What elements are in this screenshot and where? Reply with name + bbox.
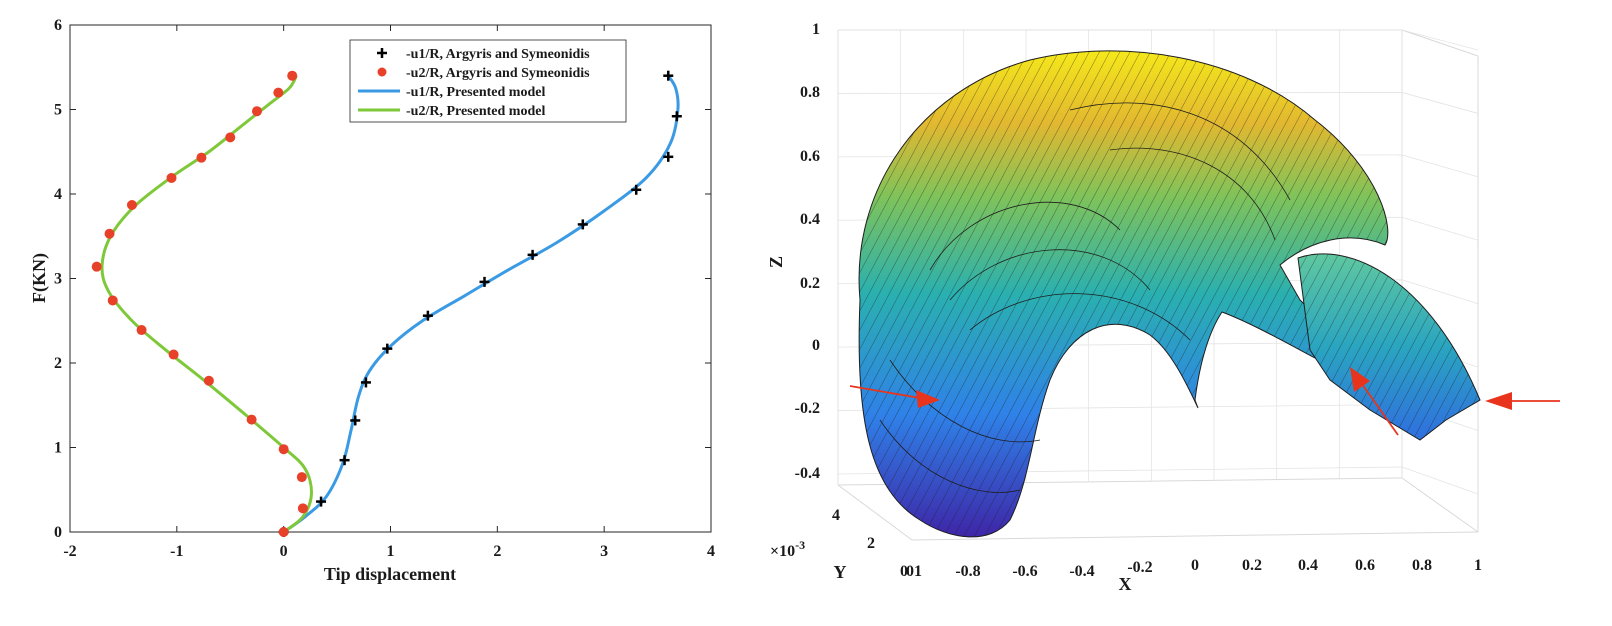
z-tick-label: 1 [812, 21, 820, 38]
data-point-plus [360, 377, 371, 388]
y-axis-ticks: 4 2 0 [832, 507, 908, 580]
load-arrow-left [849, 385, 940, 408]
z-axis-ticks: -0.4 -0.2 0 0.2 0.4 0.6 0.8 1 [795, 21, 820, 482]
data-point-plus [671, 111, 682, 122]
shell-right-flap-mesh [1298, 253, 1480, 440]
legend-label-3: -u1/R, Presented model [406, 85, 545, 100]
data-point-dot [196, 152, 207, 163]
x-tick-label: -2 [63, 543, 76, 560]
legend-label-2: -u2/R, Argyris and Symeonidis [406, 66, 590, 81]
y-tick-label: 1 [54, 440, 62, 457]
z-tick-label: 0.6 [800, 148, 820, 165]
x-axis-label: Tip displacement [324, 564, 456, 584]
data-point-dot [287, 70, 298, 81]
data-point-dot [273, 87, 284, 98]
legend-box [349, 39, 627, 123]
data-point-dot [126, 199, 137, 210]
x-axis-label: X [1119, 574, 1132, 594]
legend-marker-dot [377, 67, 387, 77]
data-point-dot [225, 132, 236, 143]
data-point-dot [251, 106, 262, 117]
data-point-dot [278, 527, 289, 537]
inner-ribs [879, 102, 1291, 493]
x-tick-label: 4 [707, 543, 715, 560]
x-tick-label: -0.8 [955, 563, 980, 580]
x-tick-label: 0 [1191, 557, 1199, 574]
data-point-dot [136, 325, 147, 336]
x-tick-label: -0.6 [1012, 563, 1037, 580]
y-tick-label: 4 [54, 186, 62, 203]
legend: -u1/R, Argyris and Symeonidis -u2/R, Arg… [349, 39, 627, 123]
y-axis-label: F(KN) [29, 253, 50, 303]
data-point-dot [104, 228, 115, 239]
y-tick-label: 3 [54, 271, 62, 288]
data-point-dot [203, 375, 214, 386]
data-point-dot [91, 261, 102, 272]
data-point-plus [663, 70, 674, 81]
load-arrow-right [1485, 392, 1560, 410]
data-point-plus [577, 219, 588, 230]
z-tick-label: 0.2 [800, 275, 820, 292]
x-tick-label: 0.4 [1298, 557, 1318, 574]
y-axis-multiplier: ×10-3 [770, 538, 805, 560]
data-point-plus [339, 455, 350, 466]
y-tick-label: 5 [54, 102, 62, 119]
y-tick-label: 6 [54, 17, 62, 34]
y-tick-label: 0 [900, 563, 908, 580]
x-tick-label: -0.2 [1127, 559, 1152, 576]
x-tick-label: 0.2 [1242, 557, 1262, 574]
data-point-plus [663, 151, 674, 162]
y-tick-label: 0 [54, 524, 62, 541]
data-point-dot [107, 295, 118, 306]
y-tick-label: 2 [54, 355, 62, 372]
data-point-plus [316, 496, 327, 507]
z-axis-label: Z [770, 256, 786, 268]
legend-label-4: -u2/R, Presented model [406, 104, 545, 119]
shell-mesh-overlay [859, 50, 1388, 537]
deformed-shell-surface [858, 50, 1481, 538]
z-tick-label: 0 [812, 337, 820, 354]
x-tick-label: 3 [600, 543, 608, 560]
legend-marker-plus [377, 48, 387, 58]
x-tick-label: 0 [906, 563, 914, 580]
x-tick-label: 2 [493, 543, 501, 560]
x-tick-label: 1 [387, 543, 395, 560]
x-tick-label: 0.6 [1355, 557, 1375, 574]
z-tick-label: -0.2 [795, 400, 820, 417]
y-tick-label: 4 [832, 507, 840, 524]
deformed-shell-3d-plot: -0.4 -0.2 0 0.2 0.4 0.6 0.8 1 Z 0 1 -0.8… [770, 21, 1560, 594]
data-point-dot [246, 414, 257, 425]
data-point-dot [296, 472, 307, 483]
x-tick-label: 1 [1474, 557, 1482, 574]
z-tick-label: 0.8 [800, 84, 820, 101]
data-point-dot [166, 172, 177, 183]
data-point-plus [479, 276, 490, 287]
x-tick-label: 0 [280, 543, 288, 560]
data-point-plus [527, 249, 538, 260]
data-point-plus [631, 184, 642, 195]
data-point-plus [382, 343, 393, 354]
x-tick-label: 0.8 [1412, 557, 1432, 574]
data-point-dot [168, 349, 179, 360]
series-line [282, 74, 680, 534]
load-arrow-middle [1350, 367, 1399, 436]
y-tick-label: 2 [867, 535, 875, 552]
y-axis-label: Y [834, 562, 847, 582]
x-tick-label: 1 [914, 563, 922, 580]
z-tick-label: -0.4 [795, 465, 820, 482]
data-point-plus [422, 310, 433, 321]
data-point-plus [350, 415, 361, 426]
z-tick-label: 0.4 [800, 211, 820, 228]
x-tick-label: -0.4 [1069, 563, 1094, 580]
data-point-dot [278, 444, 289, 455]
legend-label-1: -u1/R, Argyris and Symeonidis [406, 47, 590, 62]
load-arrows [849, 367, 1560, 436]
data-point-dot [297, 503, 308, 514]
x-axis-ticks: 0 1 -0.8 -0.6 -0.4 -0.2 0 0.2 0.4 0.6 0.… [906, 557, 1482, 580]
series-line [100, 74, 313, 534]
x-tick-label: -1 [170, 543, 183, 560]
